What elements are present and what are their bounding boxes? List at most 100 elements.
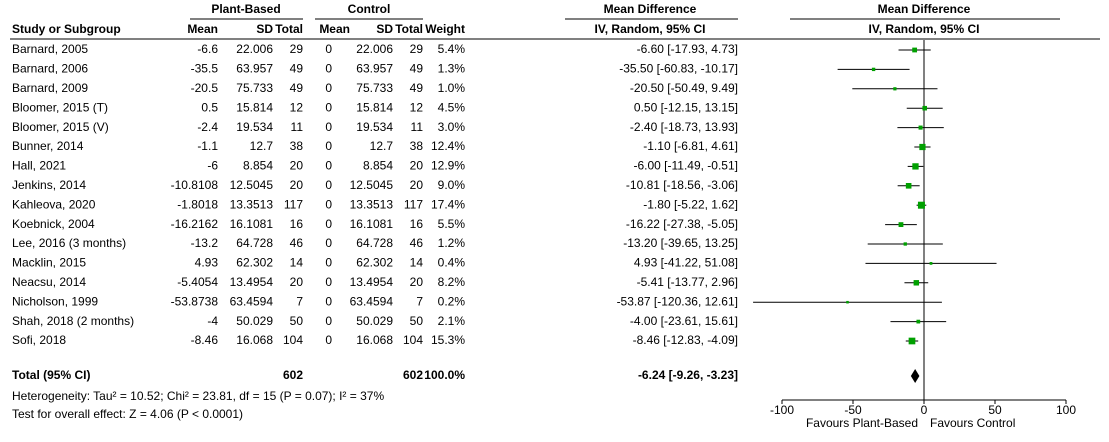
cell-sd1: 62.302: [236, 256, 273, 270]
summary-diamond: [910, 369, 920, 383]
column-header: Mean: [319, 22, 350, 36]
cell-ci-label: -4.00 [-23.61, 15.61]: [630, 314, 738, 328]
cell-weight-label: 4.5%: [438, 100, 466, 114]
cell-mean1: -13.2: [191, 236, 219, 250]
cell-n1: 7: [296, 294, 303, 308]
effect-square: [871, 67, 876, 72]
column-header: Total: [275, 22, 303, 36]
effect-square: [905, 183, 912, 189]
cell-mean1: -53.8738: [171, 294, 219, 308]
cell-n1: 20: [290, 159, 304, 173]
effect-square: [916, 319, 921, 324]
cell-ci-label: -53.87 [-120.36, 12.61]: [617, 294, 738, 308]
cell-mean2: 0: [325, 178, 332, 192]
group-header: Plant-Based: [211, 2, 280, 16]
cell-n1: 49: [290, 62, 304, 76]
cell-weight-label: 15.3%: [431, 333, 465, 347]
cell-n2: 49: [410, 62, 424, 76]
effect-square: [922, 105, 927, 111]
cell-mean1: -10.8108: [171, 178, 219, 192]
total-n2: 602: [403, 368, 423, 382]
cell-sd2: 13.3513: [350, 197, 394, 211]
cell-ci-label: -6.60 [-17.93, 4.73]: [637, 42, 738, 56]
effect-square: [929, 262, 933, 265]
cell-name: Shah, 2018 (2 months): [12, 314, 134, 328]
cell-mean2: 0: [325, 217, 332, 231]
cell-mean1: -16.2162: [171, 217, 219, 231]
cell-sd2: 19.534: [356, 120, 393, 134]
cell-sd1: 22.006: [236, 42, 273, 56]
cell-sd2: 12.7: [370, 139, 394, 153]
cell-n1: 104: [283, 333, 303, 347]
cell-weight-label: 5.5%: [438, 217, 466, 231]
cell-n2: 14: [410, 256, 424, 270]
cell-sd1: 8.854: [243, 159, 273, 173]
cell-mean1: -1.1: [197, 139, 218, 153]
cell-name: Barnard, 2009: [12, 81, 88, 95]
cell-sd2: 63.4594: [350, 294, 394, 308]
cell-n1: 117: [284, 197, 303, 211]
cell-n2: 7: [416, 294, 423, 308]
cell-weight-label: 1.3%: [438, 62, 466, 76]
cell-sd1: 16.068: [236, 333, 273, 347]
cell-name: Bloomer, 2015 (T): [12, 100, 108, 114]
cell-mean1: -4: [207, 314, 218, 328]
cell-sd2: 50.029: [356, 314, 393, 328]
cell-n1: 20: [290, 178, 304, 192]
group-header: Mean Difference: [604, 2, 697, 16]
cell-sd2: 75.733: [356, 81, 393, 95]
cell-ci-label: -35.50 [-60.83, -10.17]: [619, 62, 738, 76]
cell-weight-label: 12.9%: [431, 159, 465, 173]
cell-n2: 12: [410, 100, 424, 114]
cell-mean1: -8.46: [191, 333, 219, 347]
cell-sd1: 13.4954: [230, 275, 274, 289]
cell-sd1: 12.5045: [230, 178, 274, 192]
cell-n1: 50: [290, 314, 304, 328]
cell-ci-label: 4.93 [-41.22, 51.08]: [634, 256, 738, 270]
effect-square: [903, 242, 907, 246]
cell-name: Macklin, 2015: [12, 256, 86, 270]
cell-mean2: 0: [325, 256, 332, 270]
cell-mean1: -6.6: [197, 42, 218, 56]
cell-ci-label: 0.50 [-12.15, 13.15]: [634, 100, 738, 114]
cell-weight-label: 5.4%: [438, 42, 466, 56]
cell-mean1: -20.5: [191, 81, 219, 95]
cell-weight-label: 0.2%: [438, 294, 466, 308]
cell-n1: 20: [290, 275, 304, 289]
cell-weight-label: 17.4%: [431, 197, 465, 211]
cell-ci-label: -1.80 [-5.22, 1.62]: [643, 197, 738, 211]
cell-ci-label: -8.46 [-12.83, -4.09]: [633, 333, 738, 347]
cell-mean2: 0: [325, 62, 332, 76]
cell-name: Koebnick, 2004: [12, 217, 95, 231]
cell-ci-label: -10.81 [-18.56, -3.06]: [626, 178, 738, 192]
cell-sd1: 19.534: [236, 120, 273, 134]
effect-square: [912, 163, 919, 170]
cell-n2: 11: [411, 120, 424, 134]
cell-ci-label: -6.00 [-11.49, -0.51]: [633, 159, 738, 173]
cell-weight-label: 2.1%: [438, 314, 466, 328]
effect-square: [908, 337, 916, 345]
cell-ci-label: -20.50 [-50.49, 9.49]: [630, 81, 738, 95]
cell-n2: 49: [410, 81, 424, 95]
cell-sd1: 63.957: [236, 62, 273, 76]
overall-effect: Test for overall effect: Z = 4.06 (P < 0…: [12, 407, 243, 421]
cell-mean1: -2.4: [197, 120, 218, 134]
total-weight-label: 100.0%: [424, 368, 465, 382]
cell-mean1: 4.93: [195, 256, 219, 270]
cell-name: Bunner, 2014: [12, 139, 84, 153]
cell-weight-label: 12.4%: [431, 139, 465, 153]
cell-sd1: 50.029: [236, 314, 273, 328]
cell-n2: 29: [410, 42, 424, 56]
cell-sd2: 64.728: [356, 236, 393, 250]
column-header: Study or Subgroup: [12, 22, 121, 36]
effect-square: [893, 87, 897, 91]
cell-n1: 46: [290, 236, 304, 250]
cell-sd1: 12.7: [250, 139, 274, 153]
total-n1: 602: [283, 368, 303, 382]
cell-name: Kahleova, 2020: [12, 197, 96, 211]
x-label: Favours Plant-Based: [806, 416, 918, 430]
x-label: Favours Control: [930, 416, 1015, 430]
cell-name: Bloomer, 2015 (V): [12, 120, 109, 134]
cell-mean2: 0: [325, 197, 332, 211]
